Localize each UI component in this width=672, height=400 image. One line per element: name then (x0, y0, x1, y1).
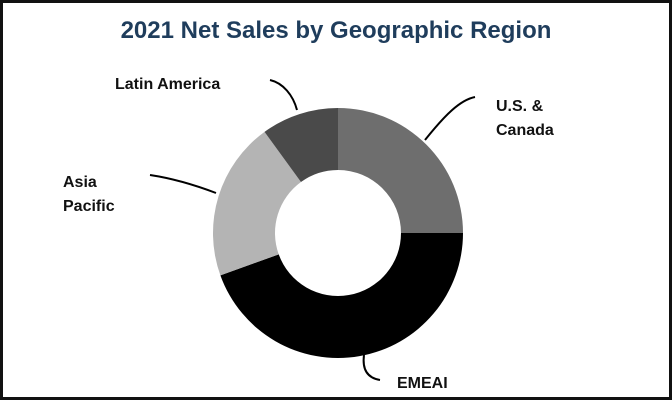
label-us-canada-line1: U.S. & (496, 98, 544, 115)
leader-line-us-canada (424, 96, 476, 141)
label-latin-america: Latin America (115, 76, 221, 93)
chart-title: 2021 Net Sales by Geographic Region (120, 17, 552, 44)
slice-emeai (220, 233, 464, 359)
leader-line-emeai (362, 354, 381, 381)
donut-slices (213, 108, 464, 359)
slice-latin-america (264, 108, 338, 183)
leader-line-latin-america (269, 79, 298, 111)
leader-line-asia-pacific (149, 174, 217, 194)
label-us-canada: U.S. & Canada (496, 95, 554, 143)
slice-asia-pacific (213, 131, 301, 276)
label-asia-line1: Asia (63, 174, 97, 191)
label-emeai: EMEAI (397, 375, 448, 392)
slice-u-s-canada (338, 108, 463, 233)
label-asia-pacific: Asia Pacific (63, 171, 115, 219)
label-us-canada-line2: Canada (496, 122, 554, 139)
label-asia-line2: Pacific (63, 198, 115, 215)
